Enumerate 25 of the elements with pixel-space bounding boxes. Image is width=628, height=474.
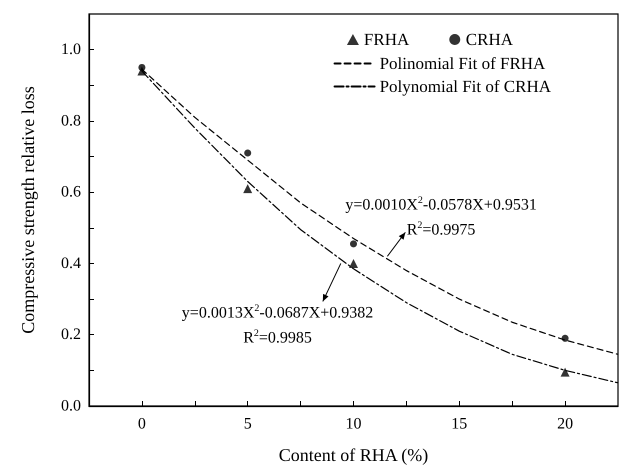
- annotation: y=0.0010X$^{2}$-0.0578X+0.9531 R$^{2}$=0.9975: [345, 194, 537, 240]
- annotation: y=0.0013X$^{2}$-0.0687X+0.9382 R$^{2}$=0.9985: [182, 302, 374, 348]
- y-axis-title: Compressive strength relative loss: [18, 86, 38, 334]
- y-tick-label: 1.0: [61, 41, 81, 58]
- point: [244, 149, 252, 156]
- point: [349, 258, 358, 268]
- point: [350, 240, 357, 248]
- y-tick-label: 0.0: [61, 398, 81, 414]
- y-tick-label: 0.4: [61, 254, 81, 272]
- y-tick-label: 0.8: [61, 112, 81, 130]
- point: [138, 64, 146, 71]
- x-tick-label: 5: [244, 416, 252, 432]
- x-tick-label: 20: [557, 416, 574, 432]
- x-tick-label: 15: [451, 416, 468, 432]
- y-tick-label: 0.2: [61, 326, 81, 344]
- legend-label: Polynomial Fit of CRHA: [380, 77, 552, 96]
- x-tick-label: 10: [346, 416, 362, 432]
- point: [243, 184, 252, 194]
- y-tick-label: 0.6: [61, 184, 81, 201]
- x-axis-title: Content of RHA (%): [278, 445, 428, 465]
- legend-label: Polinomial Fit of FRHA: [380, 54, 546, 73]
- legend-label: CRHA: [466, 30, 514, 49]
- legend-label: FRHA: [364, 30, 410, 49]
- point: [560, 368, 570, 377]
- x-tick-label: 0: [138, 416, 146, 432]
